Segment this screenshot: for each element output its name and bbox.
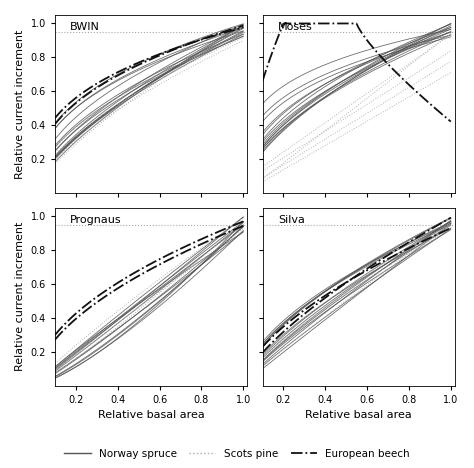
Text: Moses: Moses bbox=[278, 22, 313, 32]
Legend: Norway spruce, Scots pine, European beech: Norway spruce, Scots pine, European beec… bbox=[60, 445, 414, 463]
Text: BWIN: BWIN bbox=[70, 22, 100, 32]
Text: Prognaus: Prognaus bbox=[70, 215, 122, 225]
Text: Silva: Silva bbox=[278, 215, 305, 225]
X-axis label: Relative basal area: Relative basal area bbox=[305, 410, 412, 420]
Y-axis label: Relative current increment: Relative current increment bbox=[15, 222, 25, 372]
Y-axis label: Relative current increment: Relative current increment bbox=[15, 29, 25, 178]
X-axis label: Relative basal area: Relative basal area bbox=[98, 410, 205, 420]
